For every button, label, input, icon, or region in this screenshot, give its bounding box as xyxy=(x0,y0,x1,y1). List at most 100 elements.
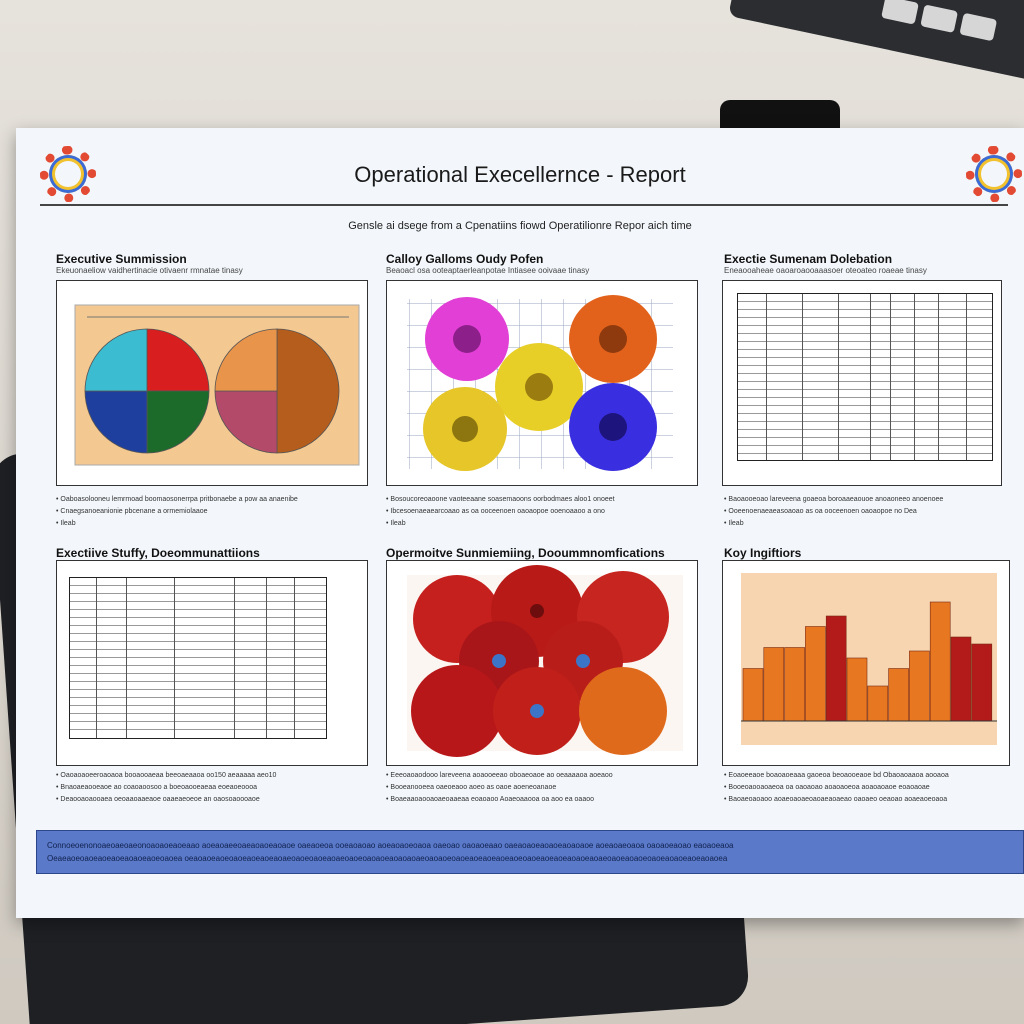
pie-slice xyxy=(214,328,278,392)
table-row xyxy=(738,358,992,366)
sunburst-red xyxy=(411,665,503,757)
bullet-item: Ooeenoenaeaeasoaoao as oa ooceenoen oaoa… xyxy=(724,506,1014,518)
table-row xyxy=(738,318,992,326)
table-column-divider xyxy=(126,578,127,738)
bar xyxy=(929,601,951,722)
bullet-item: Eeeoaoaodooo lareveena aoaooeeao oboaeoa… xyxy=(386,770,686,782)
table-column-divider xyxy=(174,578,175,738)
table-row xyxy=(738,390,992,398)
table-row xyxy=(70,642,326,650)
table-column-divider xyxy=(890,294,891,460)
key xyxy=(959,12,998,42)
pie-slice xyxy=(214,390,278,454)
table-row xyxy=(738,374,992,382)
panel-heading: Executive Summission xyxy=(56,252,187,266)
key xyxy=(881,0,919,25)
pie-slice xyxy=(146,390,210,454)
sunburst-core xyxy=(599,325,627,353)
table-column-divider xyxy=(966,294,967,460)
table-row xyxy=(738,310,992,318)
table-row xyxy=(70,626,326,634)
bar-chart-panel xyxy=(722,560,1010,766)
bullet-item: Baoaeoaoaoo aoaeoaoaeoaoaeaoaeao oaoaeo … xyxy=(724,794,1014,806)
table-row xyxy=(738,430,992,438)
table-panel xyxy=(722,280,1002,486)
summary-footer-bar: Connoeoenonoaeoaeoaeonoaoaoeaoeaao aoeao… xyxy=(36,830,1024,874)
bar xyxy=(950,636,972,722)
table-row xyxy=(70,610,326,618)
panel-bullets: Oaboasolooneu lemrmoad boomaosonerrpa pr… xyxy=(56,494,356,530)
table-row xyxy=(738,398,992,406)
bullet-item: Eoaoeeaoe boaoaoeaaa gaoeoa beoaooeaoe b… xyxy=(724,770,1014,782)
table-row xyxy=(70,706,326,714)
table-row xyxy=(738,382,992,390)
table-column-divider xyxy=(938,294,939,460)
bullet-item: Oaboasolooneu lemrmoad boomaosonerrpa pr… xyxy=(56,494,356,506)
panel-heading: Calloy Galloms Oudy Pofen xyxy=(386,252,544,266)
bar xyxy=(742,668,764,722)
table-row xyxy=(70,658,326,666)
bar xyxy=(867,685,889,722)
table-row xyxy=(738,414,992,422)
bullet-item: Boaeaaoaooaoaeoaaeaa eoaoaoo Aoaeoaaooa … xyxy=(386,794,686,806)
bar xyxy=(825,615,847,722)
table-row xyxy=(70,674,326,682)
pie-slice xyxy=(84,328,148,392)
sunburst-orange xyxy=(579,667,667,755)
bullet-item: Ileab xyxy=(386,518,686,530)
bar-chart xyxy=(741,573,997,745)
bullet-item: Ibcesoenaeaearcoaao as oa ooceenoen oaoa… xyxy=(386,506,686,518)
report-title: Operational Execellernce - Report xyxy=(354,162,686,187)
bar xyxy=(763,647,785,722)
panel-subheading: Eneaooaheae oaoaroaooaaasoer oteoateo ro… xyxy=(724,266,927,275)
sunburst-core xyxy=(576,654,590,668)
table-column-divider xyxy=(766,294,767,460)
sunburst-illustration xyxy=(407,565,683,757)
table-column-divider xyxy=(234,578,235,738)
table-row xyxy=(70,634,326,642)
table-column-divider xyxy=(914,294,915,460)
table-row xyxy=(738,326,992,334)
table-column-divider xyxy=(838,294,839,460)
report-subtitle: Gensle ai dsege from a Cpenatiins fiowd … xyxy=(348,220,692,232)
panel-bullets: Eoaoeeaoe boaoaoeaaa gaoeoa beoaooeaoe b… xyxy=(724,770,1014,806)
sunburst-core xyxy=(492,654,506,668)
pie-slice xyxy=(84,390,148,454)
sunburst-core xyxy=(530,704,544,718)
bullet-item: Ileab xyxy=(56,518,356,530)
panel-heading: Exectiive Stuffy, Doeommunattiions xyxy=(56,546,260,560)
sunburst-panel xyxy=(386,560,698,766)
wreath-logo-icon xyxy=(40,146,96,202)
bullet-item: Bosoucoreoaoone vaoteeaane soasemaoons o… xyxy=(386,494,686,506)
table-row xyxy=(70,714,326,722)
table-row xyxy=(70,650,326,658)
table-row xyxy=(738,294,992,302)
table-column-divider xyxy=(294,578,295,738)
sunburst-panel xyxy=(386,280,698,486)
table-row xyxy=(738,350,992,358)
wreath-logo-icon xyxy=(966,146,1022,202)
table-row xyxy=(70,698,326,706)
table-row xyxy=(70,682,326,690)
table-column-divider xyxy=(870,294,871,460)
table-row xyxy=(70,690,326,698)
bullet-item: Bnaoaeaooeaoe ao coaoaoosoo a boeoaooeae… xyxy=(56,782,356,794)
table-row xyxy=(70,618,326,626)
data-table xyxy=(69,577,327,739)
panel-subheading: Ekeuonaeliow vaidhertinacie otivaenr rmn… xyxy=(56,266,243,275)
table-row xyxy=(738,302,992,310)
table-row xyxy=(70,594,326,602)
bullet-item: Ileab xyxy=(724,518,1014,530)
pie-chart-panel xyxy=(56,280,368,486)
sunburst-core xyxy=(525,373,553,401)
bar xyxy=(909,650,930,722)
bullet-item: Booeoaooaoaeoa oa oaoaoao aoaoaoeoa aoao… xyxy=(724,782,1014,794)
sunburst-core xyxy=(452,416,478,442)
sunburst-core xyxy=(530,604,544,618)
panel-bullets: Eeeoaoaodooo lareveena aoaooeeao oboaeoa… xyxy=(386,770,686,806)
panel-bullets: Bosoucoreoaoone vaoteeaane soasemaoons o… xyxy=(386,494,686,530)
panel-bullets: Baoaooeoao lareveena goaeoa boroaaeaouoe… xyxy=(724,494,1014,530)
table-row xyxy=(738,438,992,446)
panel-subheading: Beaoacl osa ooteaptaerleanpotae Intiasee… xyxy=(386,266,590,275)
bullet-item: Oaoaoaoeeroaoaoa booaooaeaa beeoaeaaoa o… xyxy=(56,770,356,782)
